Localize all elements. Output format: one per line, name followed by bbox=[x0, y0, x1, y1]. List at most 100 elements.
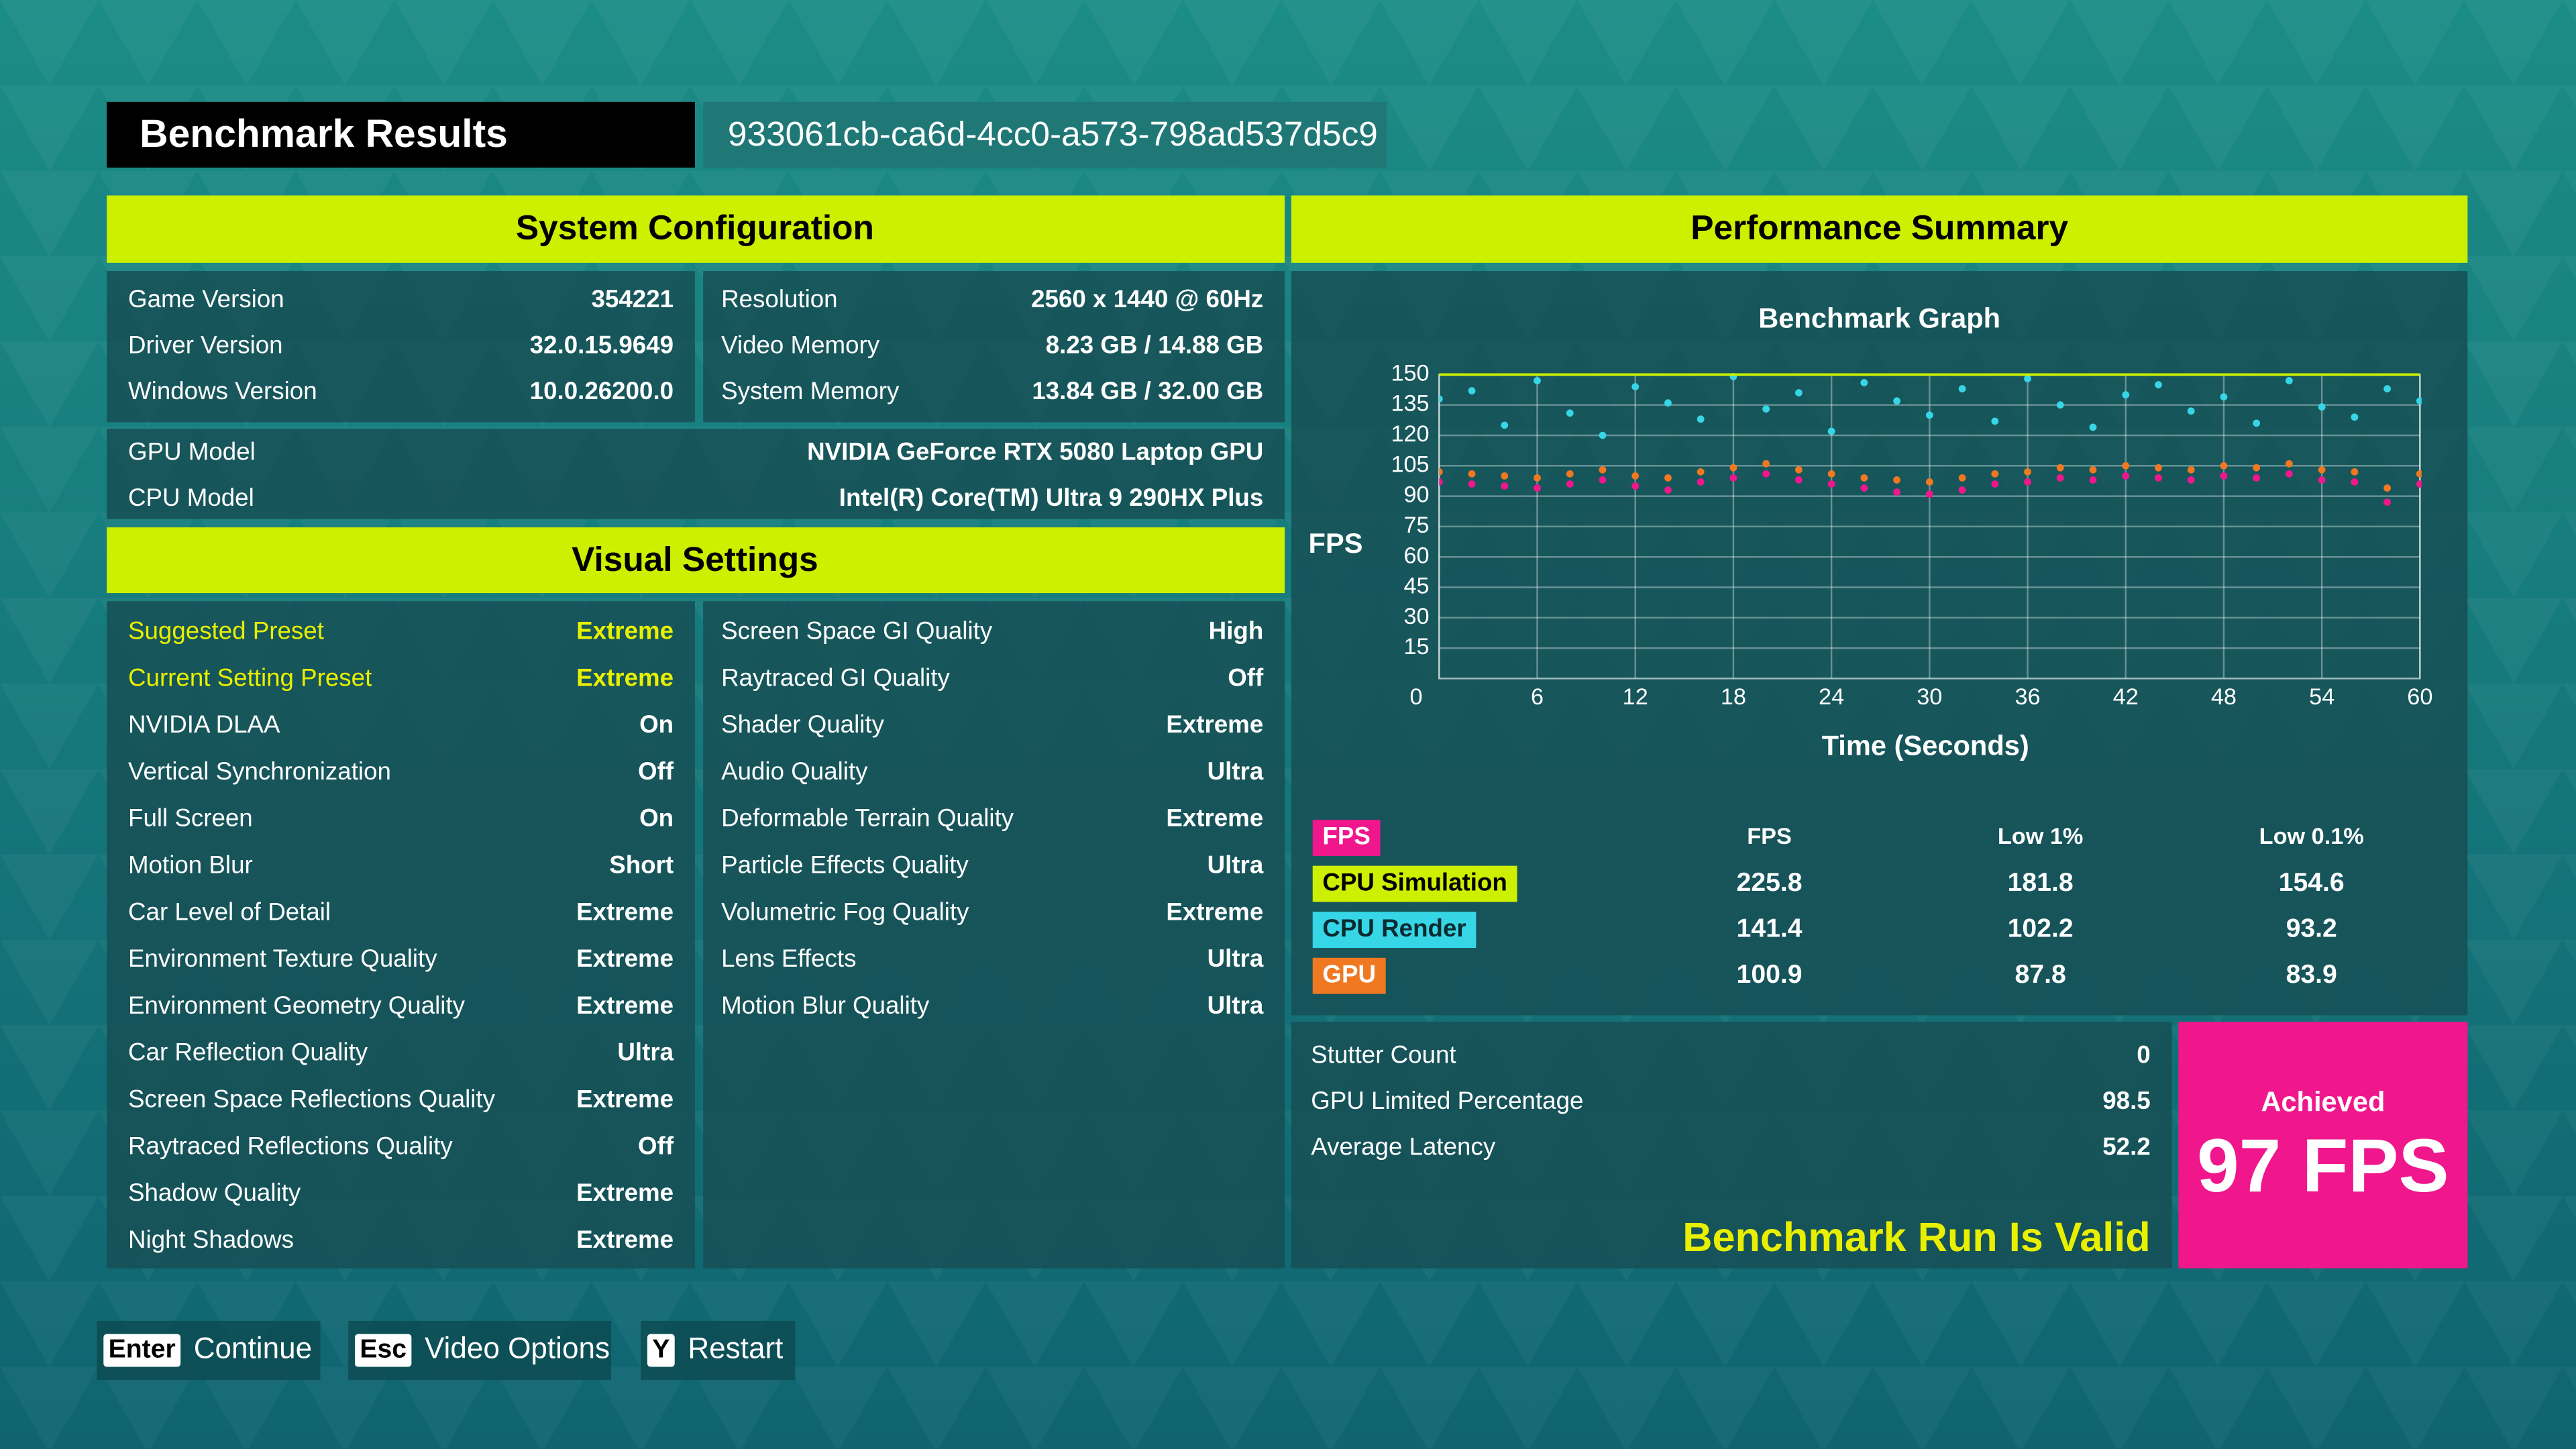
data-point bbox=[2351, 413, 2359, 421]
data-point bbox=[2220, 393, 2228, 400]
data-point bbox=[1566, 480, 1574, 488]
data-point bbox=[2187, 466, 2195, 474]
setting-name: Driver Version bbox=[128, 331, 283, 358]
setting-name: Shader Quality bbox=[721, 710, 885, 738]
y-tick-label: 105 bbox=[1391, 451, 1429, 477]
data-point bbox=[1631, 383, 1640, 390]
button-key[interactable]: Esc bbox=[360, 1334, 407, 1363]
column-header: FPS bbox=[1747, 824, 1792, 849]
data-point bbox=[1860, 474, 1868, 482]
data-point bbox=[1534, 377, 1541, 384]
setting-value: 2560 x 1440 @ 60Hz bbox=[1031, 285, 1263, 313]
data-point bbox=[1664, 399, 1672, 407]
setting-name: System Memory bbox=[721, 377, 900, 405]
data-point bbox=[2187, 407, 2195, 415]
data-point bbox=[1566, 470, 1574, 478]
setting-name: Night Shadows bbox=[128, 1226, 294, 1253]
data-point bbox=[1664, 486, 1672, 494]
data-point bbox=[2253, 419, 2261, 427]
setting-value: Off bbox=[638, 1132, 674, 1159]
data-point bbox=[1795, 389, 1803, 396]
setting-value: 0 bbox=[2137, 1040, 2150, 1068]
data-point bbox=[2318, 476, 2326, 484]
setting-name: Motion Blur bbox=[128, 851, 253, 879]
setting-value: 52.2 bbox=[2102, 1133, 2150, 1161]
button-label[interactable]: Continue bbox=[194, 1332, 312, 1365]
setting-value: 354221 bbox=[592, 285, 674, 313]
data-point bbox=[2318, 403, 2326, 411]
data-point bbox=[1827, 470, 1835, 478]
section-title: Performance Summary bbox=[1690, 207, 2068, 246]
data-point bbox=[1991, 470, 1999, 478]
data-point bbox=[1860, 484, 1868, 492]
setting-value: Ultra bbox=[1208, 851, 1264, 879]
section-title: System Configuration bbox=[516, 207, 874, 246]
setting-value: Short bbox=[609, 851, 674, 879]
data-point bbox=[1631, 482, 1640, 490]
button-label[interactable]: Video Options bbox=[425, 1332, 610, 1365]
setting-value: Off bbox=[1228, 663, 1264, 691]
legend-swatch bbox=[1312, 912, 1477, 949]
setting-value: Extreme bbox=[576, 898, 674, 925]
data-point bbox=[2024, 468, 2031, 476]
setting-value: Ultra bbox=[1208, 991, 1264, 1019]
panel bbox=[107, 271, 695, 423]
column-header: Low 1% bbox=[1998, 824, 2084, 849]
data-point bbox=[2286, 470, 2293, 478]
setting-name: Shadow Quality bbox=[128, 1179, 301, 1206]
data-point bbox=[2024, 478, 2031, 486]
data-point bbox=[1991, 480, 1999, 488]
plot: 0 6 12 18 24 30 36 42 48 54 60 15 30 45 60 75 90 105 120 13… bbox=[1391, 360, 2432, 710]
data-point bbox=[1501, 482, 1509, 490]
button-key-box[interactable] bbox=[354, 1334, 412, 1367]
data-point bbox=[1468, 470, 1476, 478]
setting-name: Game Version bbox=[128, 285, 284, 313]
x-tick-label: 6 bbox=[1531, 684, 1544, 710]
legend-swatch bbox=[1312, 820, 1381, 856]
data-point bbox=[1729, 474, 1737, 482]
button-key[interactable]: Enter bbox=[109, 1334, 176, 1363]
setting-name: Full Screen bbox=[128, 804, 253, 832]
setting-value: Extreme bbox=[576, 945, 674, 972]
button-key-box[interactable] bbox=[647, 1334, 675, 1367]
x-tick-label: 36 bbox=[2015, 684, 2040, 710]
setting-value: NVIDIA GeForce RTX 5080 Laptop GPU bbox=[807, 438, 1263, 466]
y-tick-label: 150 bbox=[1391, 360, 1429, 386]
data-point bbox=[1599, 466, 1607, 474]
y-tick-label: 60 bbox=[1403, 543, 1429, 568]
data-point bbox=[2253, 474, 2261, 482]
data-point bbox=[1566, 409, 1574, 417]
setting-value: Extreme bbox=[1166, 710, 1263, 738]
setting-name: GPU Limited Percentage bbox=[1311, 1087, 1583, 1114]
setting-name: Screen Space GI Quality bbox=[721, 617, 993, 645]
data-point bbox=[1795, 466, 1803, 474]
section-title: Visual Settings bbox=[572, 539, 818, 578]
button-key[interactable]: Y bbox=[652, 1334, 669, 1363]
setting-value: High bbox=[1209, 617, 1264, 645]
y-tick-label: 120 bbox=[1391, 421, 1429, 447]
title-box bbox=[107, 101, 695, 168]
y-tick-label: 75 bbox=[1403, 513, 1429, 538]
data-point bbox=[2253, 464, 2261, 472]
setting-value: Extreme bbox=[576, 1179, 674, 1206]
panel bbox=[107, 601, 695, 1269]
y-tick-label: 45 bbox=[1403, 574, 1429, 599]
setting-name: Raytraced GI Quality bbox=[721, 663, 950, 691]
column-header: Low 0.1% bbox=[2259, 824, 2364, 849]
button-key-box[interactable] bbox=[103, 1334, 181, 1367]
setting-name: Screen Space Reflections Quality bbox=[128, 1085, 496, 1113]
button-label[interactable]: Restart bbox=[688, 1332, 783, 1365]
data-point bbox=[1468, 387, 1476, 394]
setting-value: Extreme bbox=[576, 1085, 674, 1113]
panel bbox=[107, 429, 1285, 519]
chart-title: Benchmark Graph bbox=[1758, 303, 2000, 334]
data-point bbox=[1599, 476, 1607, 484]
data-point bbox=[2122, 462, 2130, 470]
data-point bbox=[1958, 474, 1966, 482]
setting-value: Ultra bbox=[1208, 757, 1264, 785]
setting-value: On bbox=[639, 804, 674, 832]
data-point bbox=[2416, 480, 2422, 488]
data-point bbox=[1795, 476, 1803, 484]
setting-name: Audio Quality bbox=[721, 757, 868, 785]
x-tick-label: 54 bbox=[2309, 684, 2334, 710]
